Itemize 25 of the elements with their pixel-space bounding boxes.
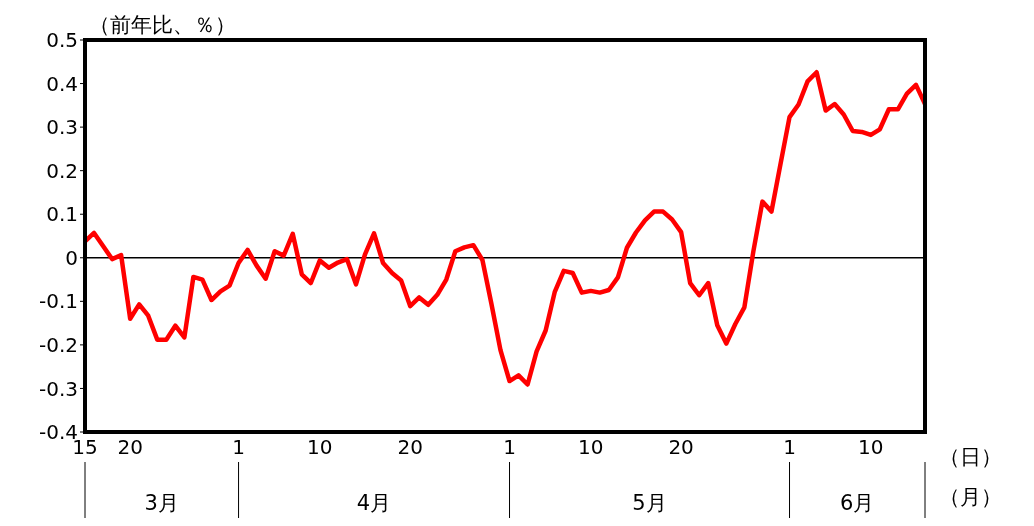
x-tick-label: 10 [307, 435, 333, 460]
text: （月） [939, 485, 1002, 509]
x-tick-label: 10 [858, 435, 884, 460]
text: 6月 [840, 491, 875, 515]
x-tick-label: 1 [503, 435, 516, 460]
y-tick-label: -0.1 [38, 289, 78, 314]
x-tick-label: 10 [578, 435, 604, 460]
y-tick-label: 0 [65, 245, 78, 270]
y-tick-label: 0.2 [46, 158, 78, 183]
y-tick-label: 0.1 [46, 202, 78, 227]
x-tick-label: 20 [117, 435, 143, 460]
x-axis-title: （日） [939, 445, 1002, 469]
y-tick-label: 0.3 [46, 115, 78, 140]
y-tick-label: 0.5 [46, 28, 78, 53]
text: 4月 [356, 491, 392, 515]
y-tick-label: 0.4 [46, 71, 78, 96]
y-tick-label: -0.3 [38, 376, 78, 401]
y-axis-title: （前年比、％） [89, 13, 236, 37]
text: 3月 [144, 491, 179, 515]
x-tick-label: 20 [397, 435, 423, 460]
text: 5月 [632, 491, 667, 515]
y-tick-label: -0.2 [38, 332, 78, 357]
x-tick-label: 20 [668, 435, 694, 460]
x-tick-label: 1 [232, 435, 245, 460]
x-tick-label: 1 [783, 435, 796, 460]
